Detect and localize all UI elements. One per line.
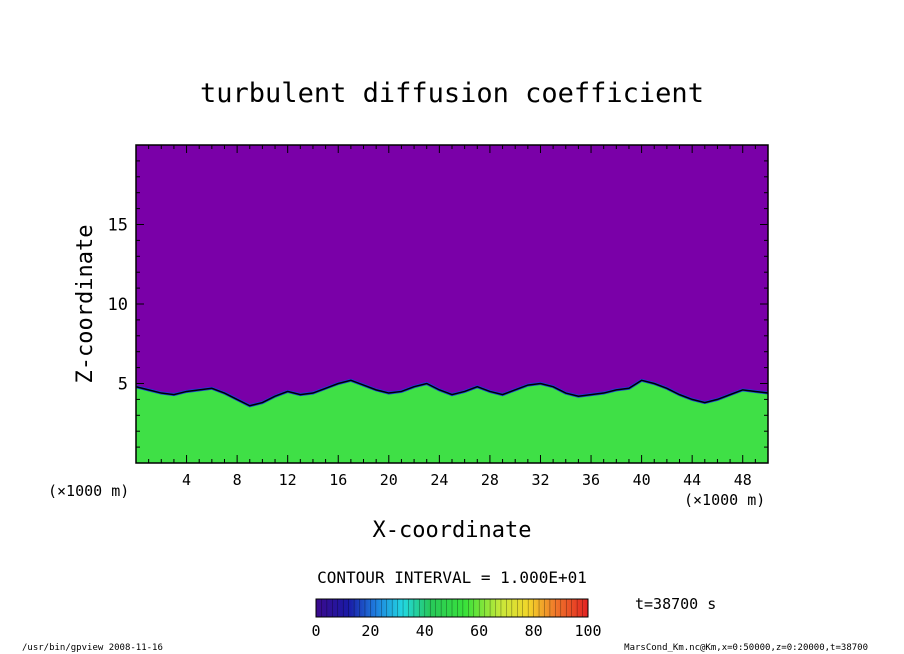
colorbar-tick-label: 80 — [525, 622, 543, 640]
x-tick-label: 28 — [481, 471, 499, 489]
chart-title: turbulent diffusion coefficient — [200, 78, 704, 109]
colorbar-tick-label: 20 — [361, 622, 379, 640]
y-axis-label: Z-coordinate — [73, 225, 98, 384]
x-unit-left: (×1000 m) — [48, 482, 129, 500]
x-tick-label: 40 — [633, 471, 651, 489]
x-unit-right: (×1000 m) — [684, 491, 765, 509]
y-axis: 5 10 15 — [108, 160, 768, 448]
x-tick-label: 12 — [279, 471, 297, 489]
x-tick-label: 4 — [182, 471, 191, 489]
colorbar-tick-label: 40 — [416, 622, 434, 640]
y-tick-label: 15 — [108, 216, 128, 236]
x-axis: 4 8 12 16 20 24 28 32 36 40 44 48 — [148, 145, 756, 489]
y-tick-label: 10 — [108, 295, 128, 315]
x-tick-label: 16 — [329, 471, 347, 489]
x-tick-label: 8 — [233, 471, 242, 489]
colorbar-contour-lines — [321, 599, 583, 617]
boundary-layer — [136, 378, 768, 463]
x-tick-label: 36 — [582, 471, 600, 489]
plot-area — [136, 145, 768, 463]
x-tick-label: 32 — [531, 471, 549, 489]
x-axis-label: X-coordinate — [373, 518, 532, 543]
footer-left: /usr/bin/gpview 2008-11-16 — [22, 643, 163, 653]
x-tick-label: 48 — [734, 471, 752, 489]
boundary-layer-area — [136, 380, 768, 463]
colorbar-tick-label: 60 — [470, 622, 488, 640]
colorbar-ticks: 0 20 40 60 80 100 — [311, 622, 601, 640]
x-tick-label: 20 — [380, 471, 398, 489]
y-tick-label: 5 — [118, 375, 128, 395]
x-tick-label: 24 — [430, 471, 448, 489]
footer-right: MarsCond_Km.nc@Km,x=0:50000,z=0:20000,t=… — [624, 643, 868, 653]
colorbar-tick-label: 100 — [574, 622, 601, 640]
colorbar-tick-label: 0 — [311, 622, 320, 640]
time-label: t=38700 s — [635, 595, 716, 613]
x-tick-label: 44 — [683, 471, 701, 489]
boundary-layer-contour — [136, 379, 768, 407]
contour-interval-text: CONTOUR INTERVAL = 1.000E+01 — [317, 568, 587, 587]
